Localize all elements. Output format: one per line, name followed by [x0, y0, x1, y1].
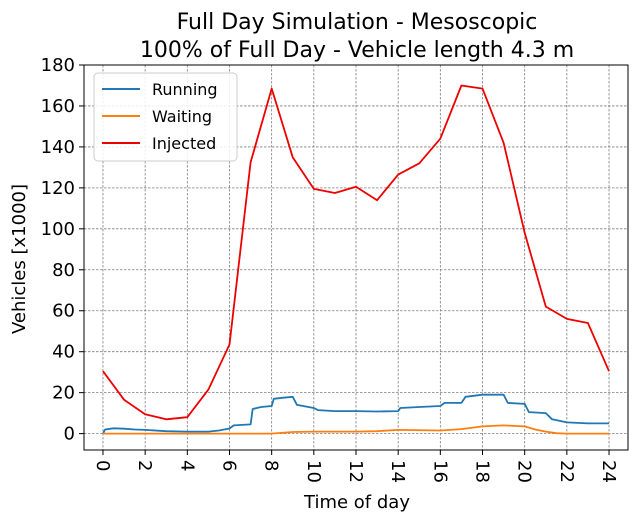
- y-axis-ticks: 0 20 40 60 80 100 120 140 160 180: [41, 55, 84, 445]
- chart-title-line-1: Full Day Simulation - Mesoscopic: [177, 10, 538, 35]
- y-tick-label: 20: [52, 383, 75, 404]
- x-tick-label: 10: [303, 460, 324, 483]
- y-tick-label: 160: [41, 96, 75, 117]
- x-tick-label: 8: [261, 460, 282, 471]
- y-tick-label: 100: [41, 219, 75, 240]
- series-line-injected: [102, 84, 610, 421]
- x-tick-label: 6: [218, 460, 239, 471]
- grid-lines: [84, 64, 628, 450]
- x-axis-ticks: 0 2 4 6 8 10 12 14 16 18 20 22 24: [92, 450, 619, 483]
- legend-label-injected: Injected: [152, 134, 216, 153]
- x-tick-label: 20: [514, 460, 535, 483]
- legend: Running Waiting Injected: [93, 72, 238, 162]
- legend-box: [93, 72, 238, 162]
- y-tick-label: 0: [64, 424, 75, 445]
- chart-title-line-2: 100% of Full Day - Vehicle length 4.3 m: [140, 38, 574, 63]
- x-tick-label: 4: [176, 460, 197, 471]
- series-line-running: [102, 393, 609, 435]
- x-tick-label: 2: [134, 460, 155, 471]
- x-tick-label: 22: [556, 460, 577, 483]
- y-tick-label: 60: [52, 301, 75, 322]
- legend-label-waiting: Waiting: [152, 107, 212, 126]
- y-tick-label: 120: [41, 178, 75, 199]
- x-axis-label: Time of day: [303, 492, 410, 513]
- series-line-waiting: [103, 424, 609, 435]
- x-tick-label: 14: [387, 460, 408, 483]
- x-tick-label: 18: [472, 460, 493, 483]
- series-lines: [102, 84, 610, 435]
- x-tick-label: 0: [92, 460, 113, 471]
- x-tick-label: 24: [598, 460, 619, 483]
- y-tick-label: 40: [52, 342, 75, 363]
- x-tick-label: 12: [345, 460, 366, 483]
- y-axis-label: Vehicles [x1000]: [9, 184, 30, 334]
- y-tick-label: 140: [41, 137, 75, 158]
- legend-label-running: Running: [152, 80, 218, 99]
- y-tick-label: 180: [41, 55, 75, 76]
- y-tick-label: 80: [52, 260, 75, 281]
- x-tick-label: 16: [429, 460, 450, 483]
